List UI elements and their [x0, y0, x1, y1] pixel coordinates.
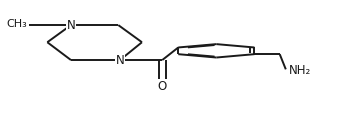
Text: NH₂: NH₂	[289, 64, 311, 77]
Text: O: O	[158, 80, 167, 93]
Text: N: N	[67, 19, 75, 32]
Text: N: N	[116, 54, 124, 67]
Text: CH₃: CH₃	[6, 19, 27, 29]
